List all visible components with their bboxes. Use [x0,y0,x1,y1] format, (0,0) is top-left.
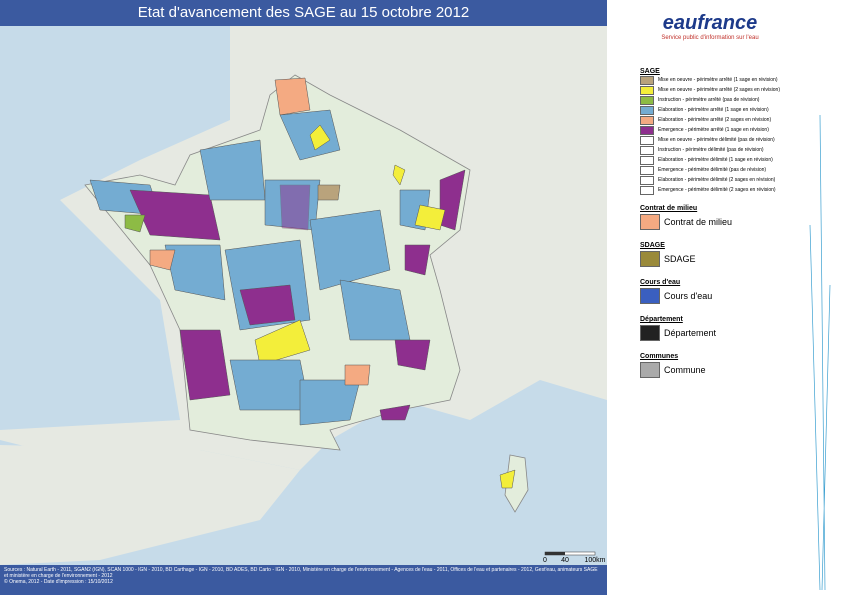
scale-label: 40 [561,557,569,564]
legend-swatch [640,85,654,95]
legend-swatch [640,105,654,115]
legend-label: Mise en oeuvre - périmètre arrêté (2 sag… [658,87,780,93]
legend-label: Contrat de milieu [664,217,733,227]
legend-label: Département [664,328,717,338]
legend-swatch [640,145,654,155]
legend-item: Contrat de milieu [640,212,810,232]
legend-label: SDAGE [664,254,696,264]
legend-item: Emergence - périmètre délimité (pas de r… [640,165,810,175]
legend-item: Emergence - périmètre arrêté (1 sage en … [640,125,810,135]
legend-swatch [640,165,654,175]
legend-swatch [640,95,654,105]
legend-section: Communes Commune [640,353,810,380]
legend: SAGE Mise en oeuvre - périmètre arrêté (1… [640,58,810,380]
legend-item: Elaboration - périmètre arrêté (1 sage e… [640,105,810,115]
legend-swatch [640,175,654,185]
scale-bar [544,551,596,556]
legend-label: Elaboration - périmètre délimité (1 sage… [658,157,773,163]
legend-swatch [640,125,654,135]
legend-label: Emergence - périmètre délimité (pas de r… [658,167,767,173]
legend-label: Emergence - périmètre arrêté (1 sage en … [658,127,769,133]
legend-item: Mise en oeuvre - périmètre arrêté (1 sag… [640,75,810,85]
legend-swatch [640,288,660,304]
map: 0 40 100km [0,0,607,565]
legend-item: SDAGE [640,249,810,269]
legend-swatch [640,75,654,85]
scale-label: 0 [543,557,547,564]
legend-label: Mise en oeuvre - périmètre arrêté (1 sag… [658,77,778,83]
legend-section: Département Département [640,316,810,343]
legend-label: Instruction - périmètre délimité (pas de… [658,147,764,153]
legend-item: Elaboration - périmètre arrêté (2 sages … [640,115,810,125]
legend-section-title: SAGE [640,68,660,75]
legend-section-title: Cours d'eau [640,279,681,286]
copyright: © Onema, 2012 - Date d'impression : 15/1… [4,579,113,585]
legend-item: Elaboration - périmètre délimité (1 sage… [640,155,810,165]
legend-section-title: Département [640,316,683,323]
legend-item: Elaboration - périmètre délimité (2 sage… [640,175,810,185]
legend-item: Instruction - périmètre délimité (pas de… [640,145,810,155]
legend-label: Commune [664,365,706,375]
legend-item: Instruction - périmètre arrêté (pas de r… [640,95,810,105]
sources: Sources : Natural Earth - 2011, SGAN2 (I… [4,567,598,579]
legend-item: Commune [640,360,810,380]
legend-swatch [640,185,654,195]
logo-tagline: Service public d'information sur l'eau [661,35,759,41]
legend-label: Cours d'eau [664,291,713,301]
legend-section: SDAGE SDAGE [640,242,810,269]
legend-swatch [640,115,654,125]
legend-swatch [640,362,660,378]
legend-swatch [640,325,660,341]
legend-label: Emergence - périmètre délimité (2 sages … [658,187,776,193]
legend-item: Mise en oeuvre - périmètre arrêté (2 sag… [640,85,810,95]
legend-swatch [640,135,654,145]
legend-item: Mise en oeuvre - périmètre délimité (pas… [640,135,810,145]
legend-item: Emergence - périmètre délimité (2 sages … [640,185,810,195]
legend-section: Cours d'eau Cours d'eau [640,279,810,306]
legend-label: Elaboration - périmètre arrêté (2 sages … [658,117,772,123]
logo: eaufrance Service public d'information su… [640,12,780,41]
logo-name: eaufrance [662,12,758,34]
map-title: Etat d'avancement des SAGE au 15 octobre… [0,0,607,26]
footer: Sources : Natural Earth - 2011, SGAN2 (I… [0,565,607,595]
legend-label: Mise en oeuvre - périmètre délimité (pas… [658,137,775,143]
legend-label: Elaboration - périmètre délimité (2 sage… [658,177,776,183]
decoration [809,114,831,591]
legend-item: Cours d'eau [640,286,810,306]
legend-swatch [640,155,654,165]
legend-section-title: Communes [640,353,679,360]
scale-label: 100km [584,557,605,564]
legend-section-title: SDAGE [640,242,665,249]
legend-swatch [640,251,660,267]
legend-section-title: Contrat de milieu [640,205,698,212]
legend-label: Instruction - périmètre arrêté (pas de r… [658,97,760,103]
legend-section: Contrat de milieu Contrat de milieu [640,205,810,232]
legend-section: SAGE Mise en oeuvre - périmètre arrêté (1… [640,68,810,195]
legend-item: Département [640,323,810,343]
legend-label: Elaboration - périmètre arrêté (1 sage e… [658,107,769,113]
legend-swatch [640,214,660,230]
